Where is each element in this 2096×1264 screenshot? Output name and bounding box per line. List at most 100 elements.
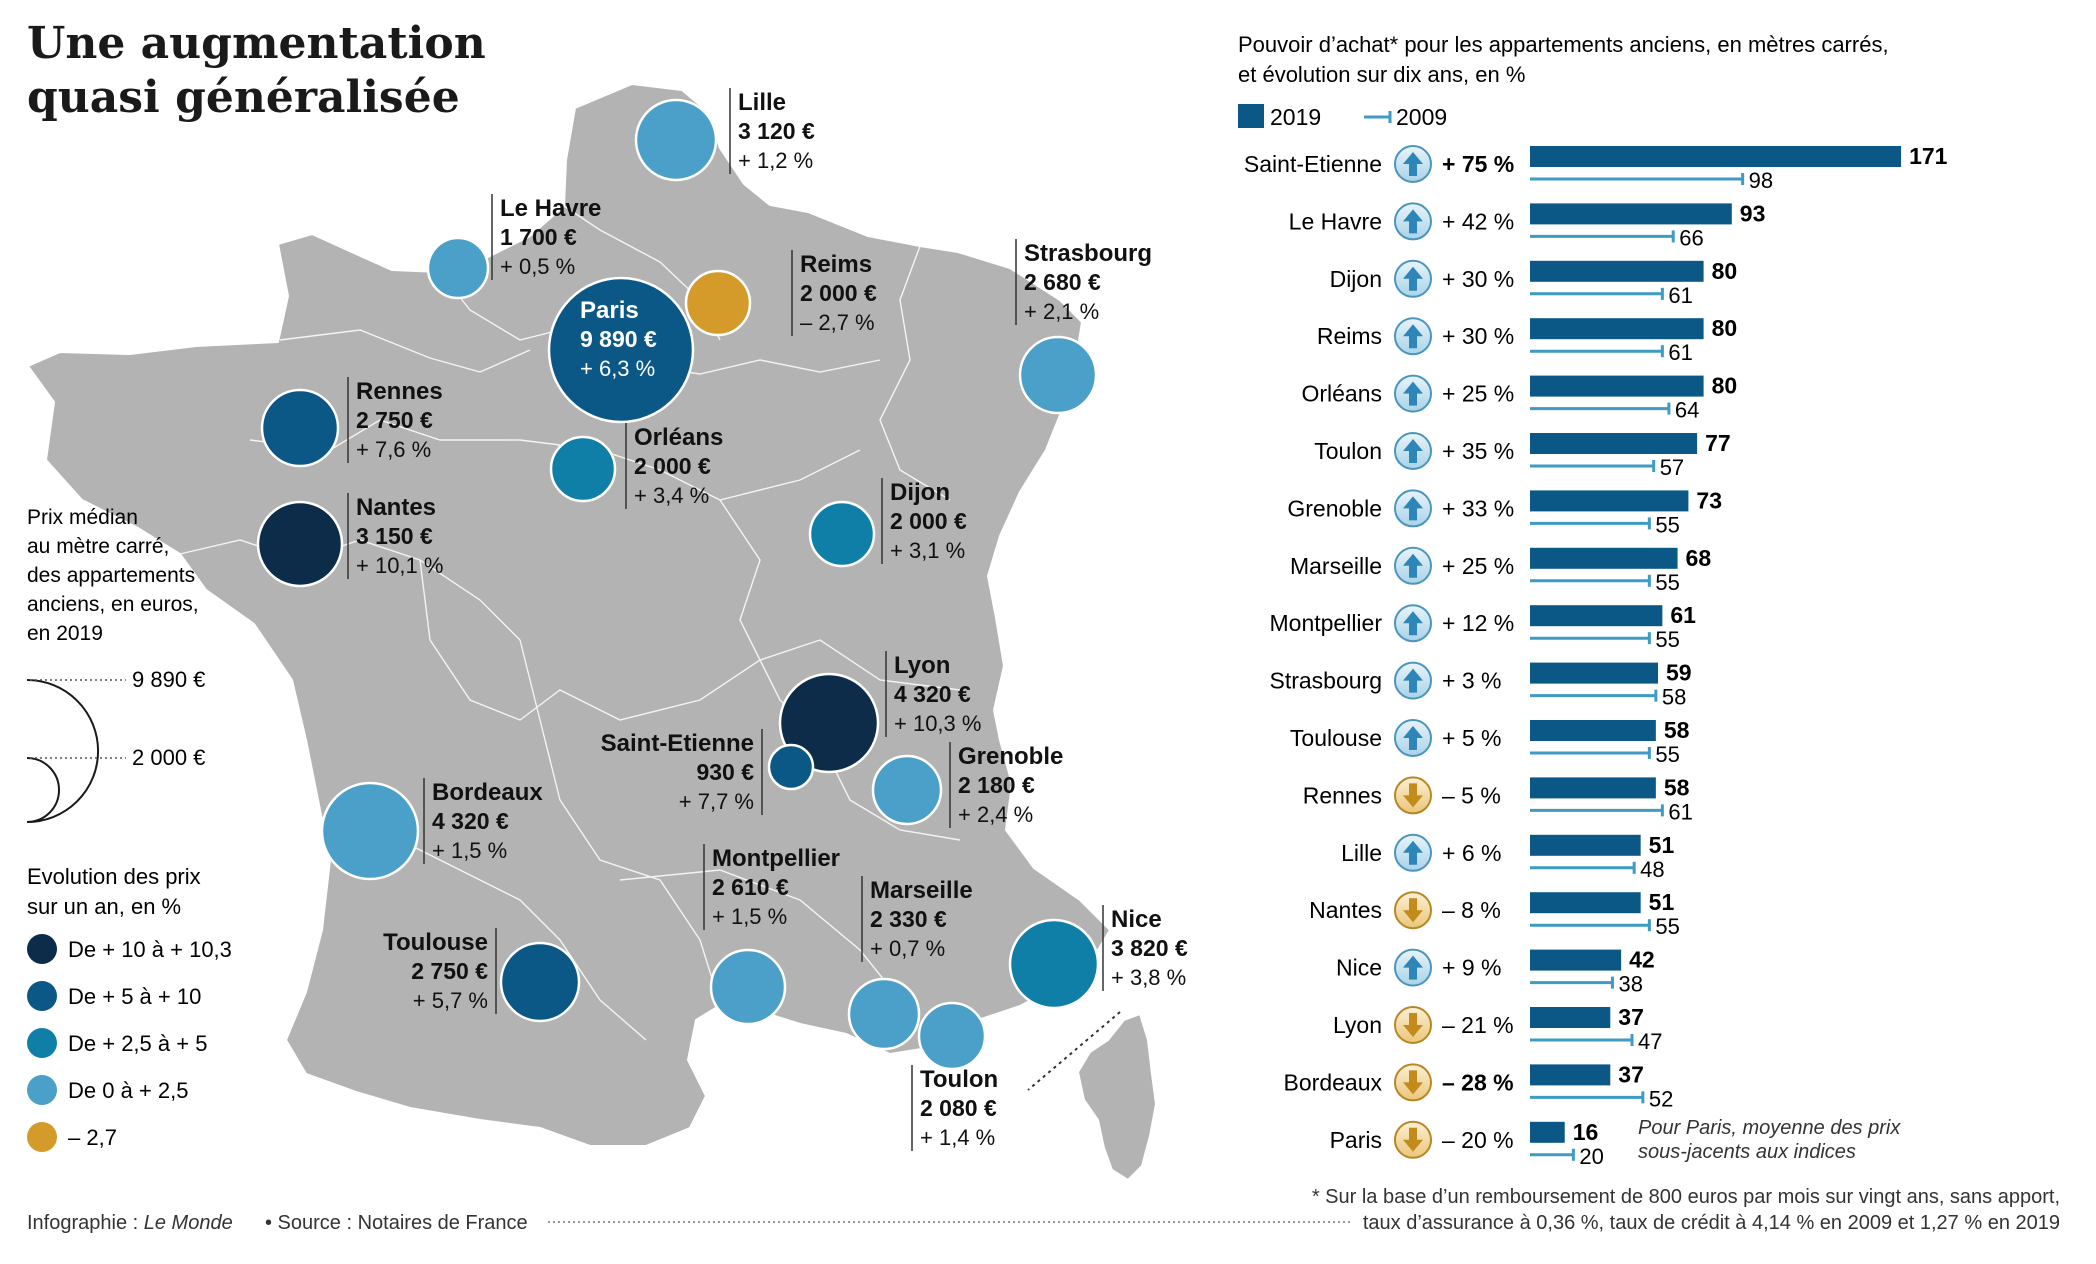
- region-border: [519, 639, 721, 1005]
- city-price: 930 €: [696, 759, 754, 785]
- bar-2019-value: 59: [1666, 660, 1692, 686]
- bar-2019: [1530, 375, 1704, 397]
- bar-row-reims: Reims + 30 % 80 61: [1317, 315, 1737, 365]
- main-title-line-2: quasi généralisée: [27, 72, 460, 123]
- city-name: Reims: [800, 251, 872, 278]
- city-bubble: [547, 276, 695, 424]
- footnote-line-1: * Sur la base d’un remboursement de 800 …: [1312, 1186, 2060, 1208]
- bar-category-label: Orléans: [1301, 381, 1382, 407]
- bar-2019-value: 37: [1618, 1061, 1644, 1087]
- bar-change-label: + 75 %: [1442, 151, 1514, 177]
- paris-note-line-2: sous-jacents aux indices: [1638, 1141, 1856, 1163]
- arrow-up-icon: [1394, 317, 1432, 356]
- city-price: 2 680 €: [1024, 269, 1101, 295]
- bar-2019-value: 68: [1686, 545, 1712, 571]
- region-border: [279, 329, 531, 373]
- bar-2019-value: 80: [1712, 258, 1738, 284]
- nice-corsica-leader: [1027, 1011, 1121, 1091]
- purchasing-power-chart: Pouvoir d’achat* pour les appartements a…: [1238, 32, 1948, 1169]
- bar-change-label: + 33 %: [1442, 495, 1514, 521]
- bar-2019-value: 58: [1664, 774, 1690, 800]
- city-price: 2 750 €: [356, 407, 433, 433]
- bar-category-label: Marseille: [1290, 553, 1382, 579]
- color-legend-label: De + 5 à + 10: [68, 984, 201, 1009]
- color-legend-label: De + 2,5 à + 5: [68, 1031, 207, 1056]
- color-legend-label: De + 10 à + 10,3: [68, 937, 232, 962]
- arrow-glyph: [1403, 152, 1423, 176]
- region-border: [599, 449, 861, 501]
- bar-change-label: + 42 %: [1442, 208, 1514, 234]
- bar-row-orleans: Orléans + 25 % 80 64: [1301, 373, 1737, 423]
- arrow-up-icon: [1394, 259, 1432, 298]
- arrow-glyph: [1403, 324, 1423, 349]
- bar-change-label: + 3 %: [1442, 668, 1501, 694]
- bar-2009-value: 58: [1662, 685, 1686, 710]
- credit-source: • Source : Notaires de France: [265, 1212, 528, 1234]
- bar-2019: [1530, 260, 1704, 282]
- city-name: Toulouse: [383, 929, 488, 956]
- bar-category-label: Lyon: [1333, 1012, 1382, 1038]
- bar-2019: [1530, 892, 1641, 914]
- arrow-glyph: [1403, 381, 1423, 406]
- arrow-glyph: [1403, 955, 1423, 980]
- city-price: 2 180 €: [958, 772, 1035, 798]
- color-legend: Evolution des prix sur un an, en % De + …: [27, 864, 232, 1152]
- arrow-glyph: [1403, 668, 1423, 693]
- arrow-glyph: [1403, 209, 1423, 234]
- bar-2009-value: 47: [1638, 1029, 1662, 1054]
- color-legend-label: De 0 à + 2,5: [68, 1078, 188, 1103]
- city-change: + 2,4 %: [958, 802, 1033, 827]
- city-name: Paris: [580, 297, 639, 324]
- city-bubble: [684, 269, 752, 337]
- legend-2009-label: 2009: [1396, 104, 1447, 130]
- city-price: 4 320 €: [432, 808, 509, 834]
- bar-category-label: Saint-Etienne: [1244, 151, 1382, 177]
- city-bubble: [808, 500, 876, 568]
- bar-change-label: – 20 %: [1442, 1127, 1514, 1153]
- credit-prefix: Infographie :: [27, 1212, 144, 1234]
- bar-category-label: Nantes: [1309, 897, 1382, 923]
- bar-change-label: – 21 %: [1442, 1012, 1514, 1038]
- bar-change-label: + 12 %: [1442, 610, 1514, 636]
- color-legend-title-1: Evolution des prix: [27, 864, 201, 889]
- size-legend-large-label: 9 890 €: [132, 667, 205, 692]
- bar-category-label: Nice: [1336, 955, 1382, 981]
- city-price: 3 820 €: [1111, 935, 1188, 961]
- arrow-glyph: [1403, 783, 1423, 808]
- color-legend-title-2: sur un an, en %: [27, 894, 181, 919]
- arrow-glyph: [1403, 1013, 1423, 1037]
- city-change: + 5,7 %: [413, 988, 488, 1013]
- bar-category-label: Montpellier: [1270, 610, 1383, 636]
- size-legend-title-2: au mètre carré,: [27, 535, 169, 558]
- city-name: Bordeaux: [432, 779, 543, 806]
- arrow-down-icon: [1394, 776, 1432, 815]
- arrow-glyph: [1403, 1070, 1423, 1095]
- arrow-glyph: [1403, 1127, 1423, 1152]
- bar-2009-value: 98: [1749, 168, 1773, 193]
- region-border: [419, 559, 961, 721]
- size-legend-title-4: anciens, en euros,: [27, 593, 199, 616]
- city-price: 1 700 €: [500, 224, 577, 250]
- legend-2019-label: 2019: [1270, 104, 1321, 130]
- arrow-down-icon: [1394, 1120, 1432, 1159]
- arrow-glyph: [1403, 439, 1423, 463]
- bar-2009-value: 66: [1679, 225, 1703, 250]
- city-price: 3 150 €: [356, 523, 433, 549]
- city-change: + 10,3 %: [894, 711, 981, 736]
- color-legend-dot: [27, 934, 57, 964]
- city-bubble: [917, 1001, 987, 1071]
- bar-row-marseille: Marseille + 25 % 68 55: [1290, 545, 1711, 595]
